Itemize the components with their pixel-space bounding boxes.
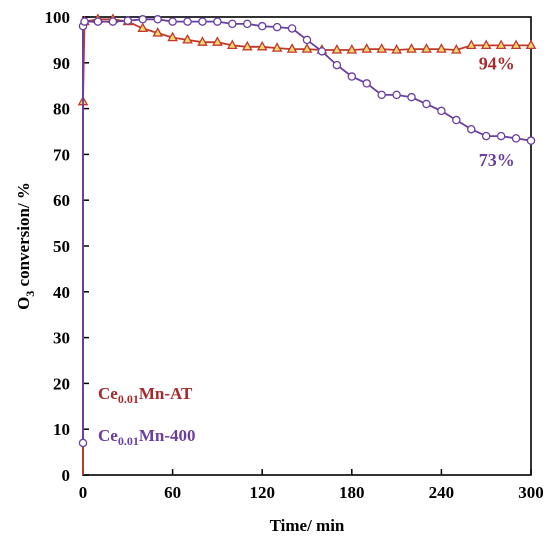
data-point-triangle: [450, 44, 462, 54]
data-point-triangle: [241, 40, 253, 51]
data-point-circle: [168, 17, 177, 26]
data-point-triangle: [331, 44, 343, 54]
data-point-circle: [228, 19, 237, 29]
data-point-circle: [332, 60, 342, 70]
x-tick-label: 60: [164, 483, 181, 502]
data-point-circle: [511, 134, 521, 143]
data-point-circle: [452, 115, 461, 125]
data-point-circle: [317, 47, 327, 56]
data-point-triangle: [197, 36, 208, 46]
y-axis-title-rest: conversion/ %: [14, 182, 33, 291]
legend: Ce0.01Mn-AT Ce0.01Mn-400: [98, 384, 196, 448]
data-point-triangle: [436, 43, 447, 53]
data-point-triangle: [226, 39, 238, 50]
y-tick-label: 60: [53, 191, 70, 210]
data-point-circle: [243, 19, 252, 29]
legend-mn-at-rest: Mn-AT: [139, 384, 193, 403]
x-axis-title: Time/ min: [270, 516, 345, 535]
data-point-triangle: [525, 39, 537, 50]
data-point-circle: [467, 124, 476, 134]
data-point-circle: [272, 22, 282, 32]
series-line-1: [82, 18, 532, 443]
data-point-circle: [80, 17, 89, 26]
data-point-triangle: [271, 42, 283, 52]
data-point-circle: [93, 17, 103, 26]
data-point-circle: [481, 131, 491, 141]
data-point-circle: [437, 106, 446, 116]
y-tick-label: 40: [53, 283, 70, 302]
data-point-triangle: [510, 39, 522, 50]
y-tick-label: 0: [62, 466, 71, 485]
y-tick-label: 10: [53, 420, 70, 439]
x-tick-label: 0: [79, 483, 88, 502]
data-point-triangle: [256, 40, 268, 51]
data-point-triangle: [376, 43, 388, 53]
data-point-triangle: [480, 39, 492, 50]
data-point-circle: [347, 72, 357, 81]
y-axis-title: O3 conversion/ %: [14, 182, 37, 310]
x-tick-label: 300: [518, 483, 544, 502]
data-point-circle: [153, 15, 162, 24]
y-axis-title-main: O: [14, 297, 33, 310]
y-tick-label: 50: [53, 237, 70, 256]
data-point-circle: [392, 90, 401, 100]
data-point-triangle: [167, 31, 178, 42]
y-tick-label: 30: [53, 329, 70, 348]
annotation-label: 94%: [479, 54, 515, 74]
data-point-triangle: [301, 43, 313, 53]
legend-mn-at-main: Ce: [98, 384, 118, 403]
data-point-triangle: [361, 43, 373, 53]
x-tick-label: 120: [249, 483, 275, 502]
legend-mn-400-sub: 0.01: [118, 434, 139, 448]
y-axis-title-sub: 3: [23, 291, 37, 297]
annotation-layer: 94% 73%: [479, 54, 515, 170]
y-tick-label: 70: [53, 145, 70, 164]
data-point-circle: [78, 438, 88, 448]
y-tick-label: 20: [53, 374, 70, 393]
data-point-circle: [302, 35, 312, 45]
series-layer: [77, 13, 537, 475]
data-point-circle: [526, 136, 536, 145]
legend-mn-at-sub: 0.01: [118, 392, 139, 406]
series-line-0: [82, 18, 531, 475]
data-point-circle: [496, 131, 506, 141]
data-point-circle: [123, 16, 133, 25]
data-point-circle: [422, 99, 431, 109]
data-point-circle: [198, 17, 207, 26]
legend-mn-400-rest: Mn-400: [139, 426, 196, 445]
legend-entry-mn-at: Ce0.01Mn-AT: [98, 384, 193, 406]
data-point-triangle: [495, 39, 507, 50]
data-point-triangle: [465, 39, 477, 50]
data-point-triangle: [286, 43, 298, 53]
y-tick-label: 80: [53, 100, 70, 119]
data-point-triangle: [391, 44, 402, 54]
x-tick-label: 180: [339, 483, 365, 502]
y-tick-label: 90: [53, 54, 70, 73]
data-point-triangle: [406, 43, 417, 53]
data-point-circle: [362, 79, 371, 88]
data-point-circle: [213, 17, 222, 26]
annotation-label: 73%: [479, 150, 515, 170]
y-tick-label: 100: [45, 8, 71, 27]
data-point-circle: [257, 21, 267, 31]
legend-mn-400-main: Ce: [98, 426, 118, 445]
plot-frame: [82, 16, 532, 476]
data-point-triangle: [137, 22, 149, 33]
data-point-triangle: [182, 33, 193, 44]
y-axis: 0 10 20 30 40 50 60 70 80 90 100: [45, 8, 89, 485]
data-point-circle: [183, 17, 192, 26]
legend-entry-mn-400: Ce0.01Mn-400: [98, 426, 196, 448]
data-point-triangle: [212, 36, 223, 46]
data-point-triangle: [421, 43, 432, 53]
data-point-circle: [138, 15, 147, 24]
data-point-triangle: [346, 44, 358, 54]
data-point-circle: [407, 92, 416, 102]
data-point-circle: [377, 90, 386, 100]
data-point-circle: [287, 24, 297, 33]
x-axis: 0 60 120 180 240 300: [79, 469, 544, 502]
data-point-circle: [108, 17, 118, 26]
x-tick-label: 240: [429, 483, 455, 502]
data-point-triangle: [152, 27, 164, 37]
